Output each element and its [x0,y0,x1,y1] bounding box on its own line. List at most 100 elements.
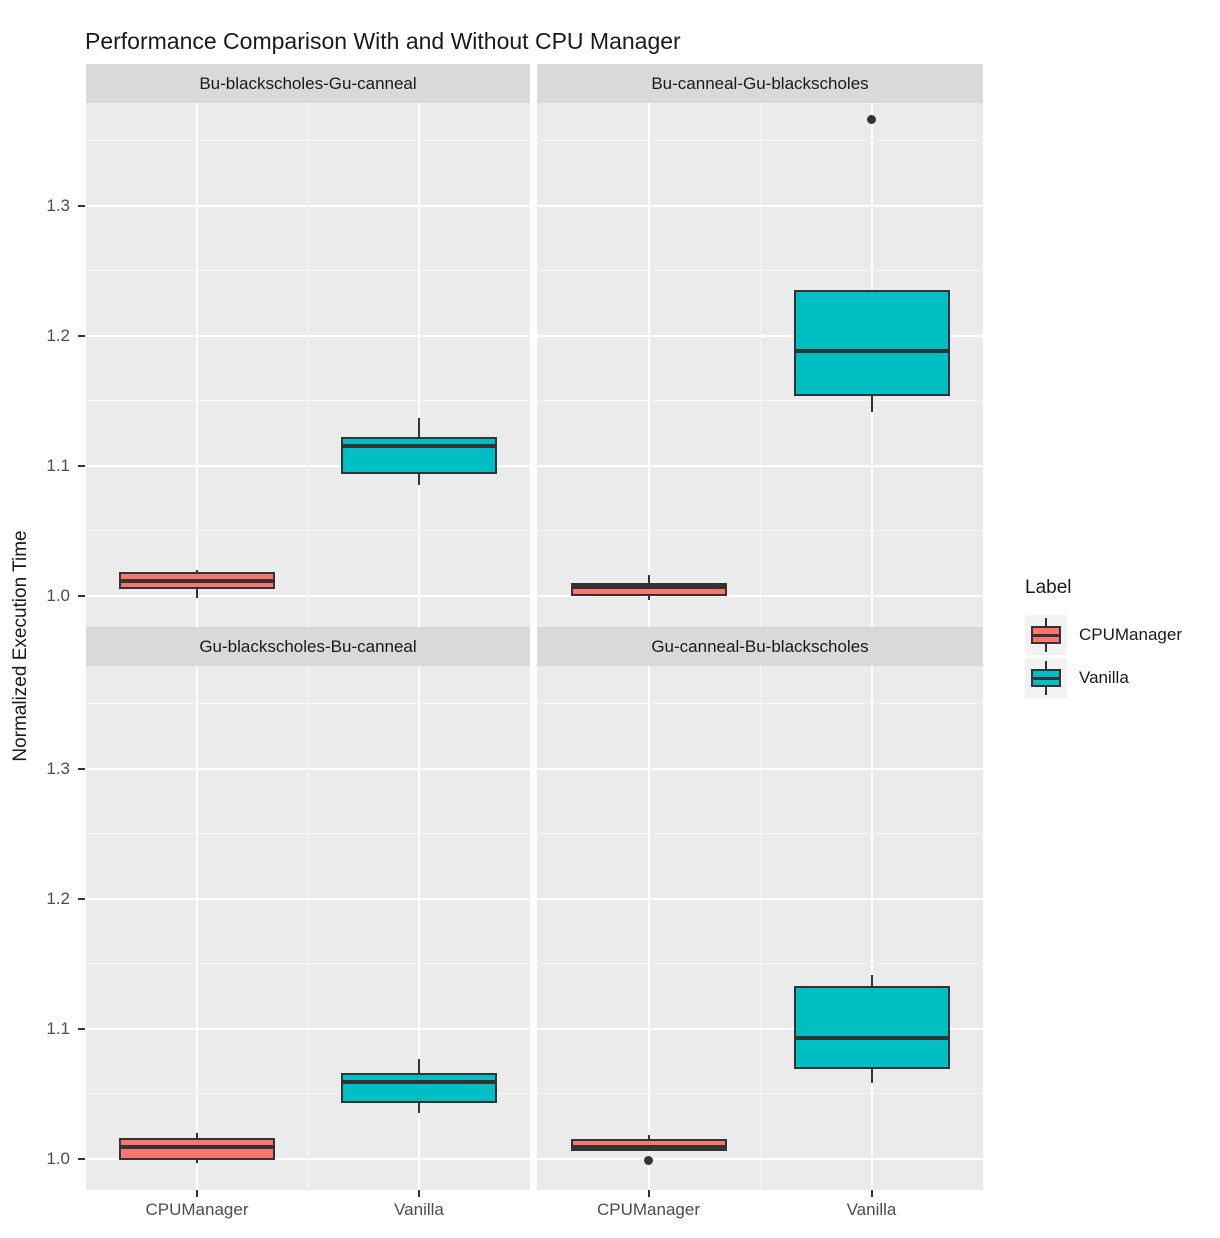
major-gridline [647,103,650,627]
x-axis-tick [647,1190,650,1197]
legend-item-vanilla: Vanilla [1025,658,1220,698]
median-line [572,584,725,589]
y-axis-tick-label: 1.1 [46,1018,70,1038]
major-gridline [537,897,983,900]
y-axis-tick-label: 1.0 [46,1148,70,1168]
facet-strip: Gu-canneal-Bu-blackscholes [537,627,983,666]
legend-key-boxplot-icon [1025,658,1067,698]
major-gridline [537,1027,983,1030]
facet-panel [86,666,530,1190]
legend-title: Label [1025,577,1072,598]
x-axis-tick-label: CPUManager [597,1200,700,1219]
legend-key-boxplot-icon [1025,615,1067,655]
y-axis-tick-label: 1.1 [46,455,70,475]
y-axis-title: Normalized Execution Time [10,530,31,762]
x-axis-tick [418,1190,420,1197]
whisker-lower [870,1069,873,1084]
major-gridline [647,666,650,1190]
whisker-upper [418,1058,420,1073]
whisker-upper [418,417,420,438]
median-line [795,1035,948,1040]
y-axis-tick-label: 1.3 [46,195,70,215]
facet-strip-label: Bu-canneal-Gu-blackscholes [651,74,869,93]
facet-strip: Bu-blackscholes-Gu-canneal [86,64,530,103]
whisker-upper [870,975,873,986]
major-gridline [86,897,530,900]
legend-label: Vanilla [1079,668,1129,687]
whisker-lower [196,589,198,599]
facet-strip: Bu-canneal-Gu-blackscholes [537,64,983,103]
legend-median-line [1033,634,1059,637]
major-gridline [86,464,530,467]
y-axis-tick [78,464,85,467]
major-gridline [86,767,530,770]
major-gridline [86,1157,530,1160]
whisker-lower [870,395,873,413]
major-gridline [537,594,983,597]
whisker-lower [418,473,420,486]
legend-label: CPUManager [1079,625,1182,644]
whisker-lower [196,1160,198,1163]
major-gridline [196,666,198,1190]
median-line [572,1145,725,1150]
whisker-upper [196,1132,198,1138]
y-axis-tick [78,1157,85,1160]
y-axis-tick-label: 1.2 [46,325,70,345]
minor-gridline [759,666,761,1190]
outlier-point [867,115,876,125]
legend-median-line [1033,677,1059,680]
major-gridline [196,103,198,627]
legend-box-glyph [1031,626,1061,644]
major-gridline [86,334,530,337]
major-gridline [537,767,983,770]
x-axis-tick-label: CPUManager [145,1200,249,1219]
legend-box-glyph [1031,669,1061,687]
x-axis-tick [870,1190,873,1197]
major-gridline [86,1027,530,1030]
facet-panel [537,666,983,1190]
x-axis-tick-label: Vanilla [846,1200,897,1219]
facet-strip-label: Bu-blackscholes-Gu-canneal [199,74,417,93]
facet-panel [86,103,530,627]
y-axis-tick [78,897,85,900]
major-gridline [537,464,983,467]
major-gridline [537,204,983,207]
facet-strip: Gu-blackscholes-Bu-canneal [86,627,530,666]
whisker-lower [647,595,650,600]
whisker-lower [418,1102,420,1114]
minor-gridline [307,103,309,627]
legend: Label CPUManager Vanilla [1025,577,1220,701]
boxplot-box-vanilla [793,290,950,396]
major-gridline [86,594,530,597]
y-axis-tick [78,204,85,207]
y-axis-tick [78,1027,85,1030]
major-gridline [870,666,873,1190]
median-line [121,1145,273,1150]
y-axis-tick-label: 1.0 [46,585,70,605]
median-line [343,444,495,449]
x-axis-tick [196,1190,198,1197]
chart-title: Performance Comparison With and Without … [85,28,681,54]
minor-gridline [307,666,309,1190]
median-line [795,349,948,354]
outlier-point [644,1155,653,1165]
facet-strip-label: Gu-blackscholes-Bu-canneal [199,637,417,656]
facet-panel [537,103,983,627]
legend-item-cpumanager: CPUManager [1025,615,1220,655]
major-gridline [537,1157,983,1160]
y-axis-tick-label: 1.3 [46,758,70,778]
boxplot-box-vanilla [793,985,950,1070]
whisker-upper [647,1135,650,1140]
major-gridline [418,103,420,627]
minor-gridline [759,103,761,627]
whisker-upper [647,574,650,583]
boxplot-box-vanilla [341,437,497,474]
median-line [121,579,273,584]
y-axis-tick [78,334,85,337]
median-line [343,1080,495,1085]
whisker-upper [196,569,198,573]
facet-strip-label: Gu-canneal-Bu-blackscholes [651,637,869,656]
major-gridline [86,204,530,207]
x-axis-tick-label: Vanilla [394,1200,444,1219]
